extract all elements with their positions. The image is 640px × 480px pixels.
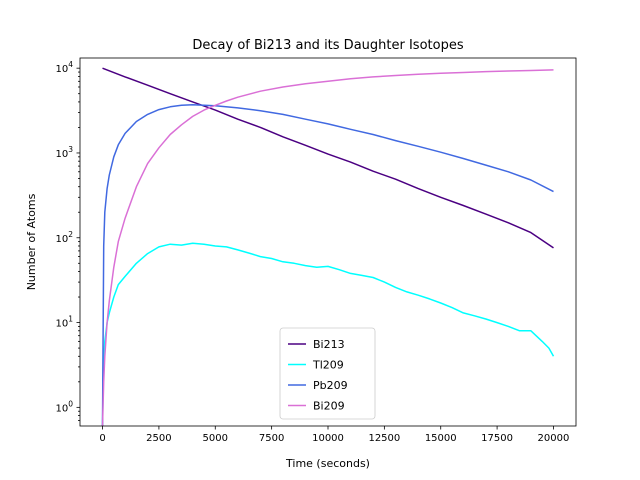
- series-line-bi209: [101, 69, 554, 426]
- legend-label-tl209: Tl209: [312, 359, 344, 372]
- legend-label-bi213: Bi213: [313, 338, 345, 351]
- y-tick-label: 100: [55, 399, 73, 414]
- x-tick-label: 12500: [368, 433, 400, 444]
- x-axis-label: Time (seconds): [285, 457, 370, 470]
- y-tick-label: 101: [55, 315, 73, 330]
- legend-entries: Bi213 Tl209 Pb209 Bi209: [288, 338, 348, 413]
- x-tick-label: 5000: [203, 433, 228, 444]
- legend-label-pb209: Pb209: [313, 379, 348, 392]
- series-line-bi213: [102, 67, 554, 249]
- legend: Bi213 Tl209 Pb209 Bi209: [279, 327, 376, 420]
- plot-lines: [101, 67, 555, 426]
- x-tick-label: 17500: [481, 433, 513, 444]
- x-tick-label: 10000: [312, 433, 344, 444]
- chart-title: Decay of Bi213 and its Daughter Isotopes: [192, 38, 463, 53]
- x-axis: 0 2500 5000 7500 10000 12500 15000 17500 20000: [99, 426, 569, 444]
- legend-label-bi209: Bi209: [313, 400, 345, 413]
- x-tick-label: 20000: [538, 433, 570, 444]
- x-tick-label: 7500: [259, 433, 284, 444]
- x-tick-label: 2500: [146, 433, 171, 444]
- y-tick-label: 103: [55, 145, 73, 160]
- y-tick-label: 104: [55, 60, 73, 75]
- x-tick-label: 0: [99, 433, 105, 444]
- legend-box: [279, 327, 376, 420]
- y-tick-label: 102: [55, 230, 73, 245]
- y-axis: 100 101 102 103 104: [55, 60, 80, 421]
- y-axis-label: Number of Atoms: [25, 193, 38, 290]
- series-line-tl209: [101, 242, 555, 426]
- x-tick-label: 15000: [425, 433, 457, 444]
